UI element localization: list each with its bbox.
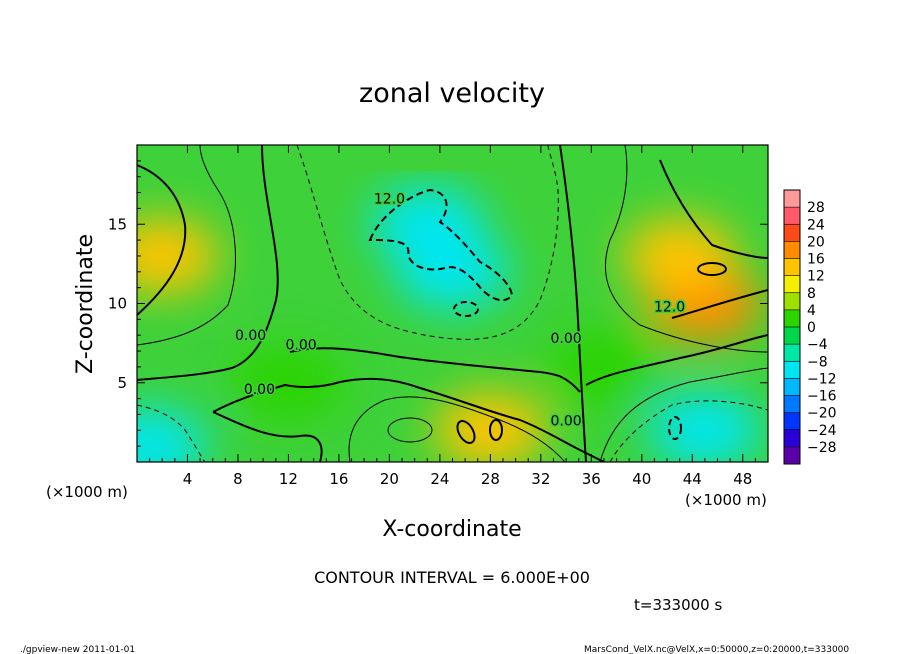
x-tick-label: 4 xyxy=(183,470,193,488)
contour-neg12-br xyxy=(668,416,682,440)
colorbar-label: 28 xyxy=(807,200,825,216)
contour-neg6-outer xyxy=(296,145,559,340)
field-region xyxy=(137,408,207,462)
field-region xyxy=(137,217,220,294)
x-axis-ticks: 4 8 12 16 20 24 28 32 36 40 44 48 xyxy=(149,145,756,488)
y-tick-label: 15 xyxy=(108,215,127,233)
y-tick-label: 5 xyxy=(117,374,127,392)
field-region xyxy=(622,217,737,294)
contour-neg6-bl xyxy=(137,404,206,462)
x-tick-label: 20 xyxy=(380,470,399,488)
colorbar-label: −4 xyxy=(807,337,828,353)
zero-contour-lower xyxy=(212,377,605,462)
colorbar-label: 16 xyxy=(807,252,825,268)
colorbar-swatch xyxy=(784,207,800,225)
contour-neg12-island xyxy=(453,301,479,317)
contour-labels: 12.0 12.0 0.00 0.00 0.00 0.00 0.00 xyxy=(233,190,686,431)
colorbar-label: −20 xyxy=(807,406,837,422)
colorbar-label: 8 xyxy=(807,286,816,302)
contour-label: 0.00 xyxy=(550,331,581,347)
contour-6-lower-middle xyxy=(348,396,566,462)
colorbar-label: −16 xyxy=(807,389,837,405)
field-region xyxy=(395,233,510,310)
contour-6-island xyxy=(387,417,433,443)
colorbar-label: −8 xyxy=(807,354,828,370)
colorbar-swatch xyxy=(784,412,800,430)
contour-12-right-top xyxy=(659,159,768,259)
contour-label: 0.00 xyxy=(285,337,316,353)
colorbar-swatch xyxy=(784,309,800,327)
x-tick-label: 12 xyxy=(279,470,298,488)
x-tick-label: 40 xyxy=(632,470,651,488)
contour-label: 0.00 xyxy=(550,414,581,430)
colorbar-swatch xyxy=(784,446,800,464)
x-tick-label: 28 xyxy=(481,470,500,488)
zero-contour-topleft xyxy=(137,164,187,316)
field-region xyxy=(231,344,346,421)
contour-label: 12.0 xyxy=(654,299,685,315)
colorbar-swatch xyxy=(784,258,800,276)
x-unit-left: (×1000 m) xyxy=(46,483,128,501)
x-tick-label: 36 xyxy=(582,470,601,488)
colorbar-swatch xyxy=(784,361,800,379)
zero-contour-left xyxy=(137,145,279,381)
y-axis-ticks: 5 10 15 xyxy=(108,160,768,447)
colorbar-swatch xyxy=(784,224,800,242)
colorbar-swatch xyxy=(784,429,800,447)
x-axis-label: X-coordinate xyxy=(382,517,521,542)
colorbar-label: 4 xyxy=(807,303,816,319)
colorbar-swatch xyxy=(784,395,800,413)
footer-left: ./gpview-new 2011-01-01 xyxy=(20,645,135,654)
footer-right: MarsCond_VelX.nc@VelX,x=0:50000,z=0:2000… xyxy=(584,645,849,654)
y-axis-label: Z-coordinate xyxy=(73,234,98,374)
colorbar-swatch xyxy=(784,327,800,345)
colorbar-swatch xyxy=(784,378,800,396)
x-tick-label: 16 xyxy=(329,470,348,488)
contour-label: 12.0 xyxy=(374,192,405,208)
colorbar-label: 24 xyxy=(807,217,825,233)
x-tick-label: 44 xyxy=(683,470,702,488)
contour-12-island-a xyxy=(697,262,727,276)
colorbar-label: −28 xyxy=(807,440,837,456)
contour-12-island-c xyxy=(489,419,503,441)
time-label: t=333000 s xyxy=(634,596,722,614)
contour-6-left xyxy=(137,145,236,346)
colorbar-swatch xyxy=(784,241,800,259)
colorbar-swatch xyxy=(784,344,800,362)
colorbar-label: 12 xyxy=(807,269,825,285)
contour-6-right xyxy=(599,367,768,462)
zero-contour-middle xyxy=(289,347,581,393)
colorbar-swatch xyxy=(784,190,800,208)
contour-6-upper-right xyxy=(604,145,768,353)
contour-label: 0.00 xyxy=(235,328,266,344)
contour-12-island-b xyxy=(456,420,476,444)
colorbar-label: 0 xyxy=(807,320,816,336)
x-tick-label: 32 xyxy=(531,470,550,488)
colorbar-label: −12 xyxy=(807,371,837,387)
contour-lines xyxy=(137,145,768,462)
y-tick-label: 10 xyxy=(108,295,127,313)
x-tick-label: 24 xyxy=(430,470,449,488)
zero-contour-vertical xyxy=(559,145,587,462)
contour-interval: CONTOUR INTERVAL = 6.000E+00 xyxy=(314,568,590,587)
contour-12-right xyxy=(671,289,768,319)
zero-contour-right xyxy=(585,334,768,386)
chart-title: zonal velocity xyxy=(359,78,545,109)
contour-neg6-br xyxy=(609,400,768,462)
velocity-field xyxy=(137,145,768,462)
x-tick-label: 8 xyxy=(233,470,243,488)
field-region xyxy=(648,392,762,462)
colorbar-swatch xyxy=(784,275,800,293)
x-tick-label: 48 xyxy=(733,470,752,488)
contour-label: 0.00 xyxy=(244,382,275,398)
x-unit-right: (×1000 m) xyxy=(685,491,767,509)
colorbar-swatch xyxy=(784,292,800,310)
colorbar-label: −24 xyxy=(807,423,837,439)
zero-contour-lower2 xyxy=(212,411,323,462)
colorbar-label: 20 xyxy=(807,234,825,250)
